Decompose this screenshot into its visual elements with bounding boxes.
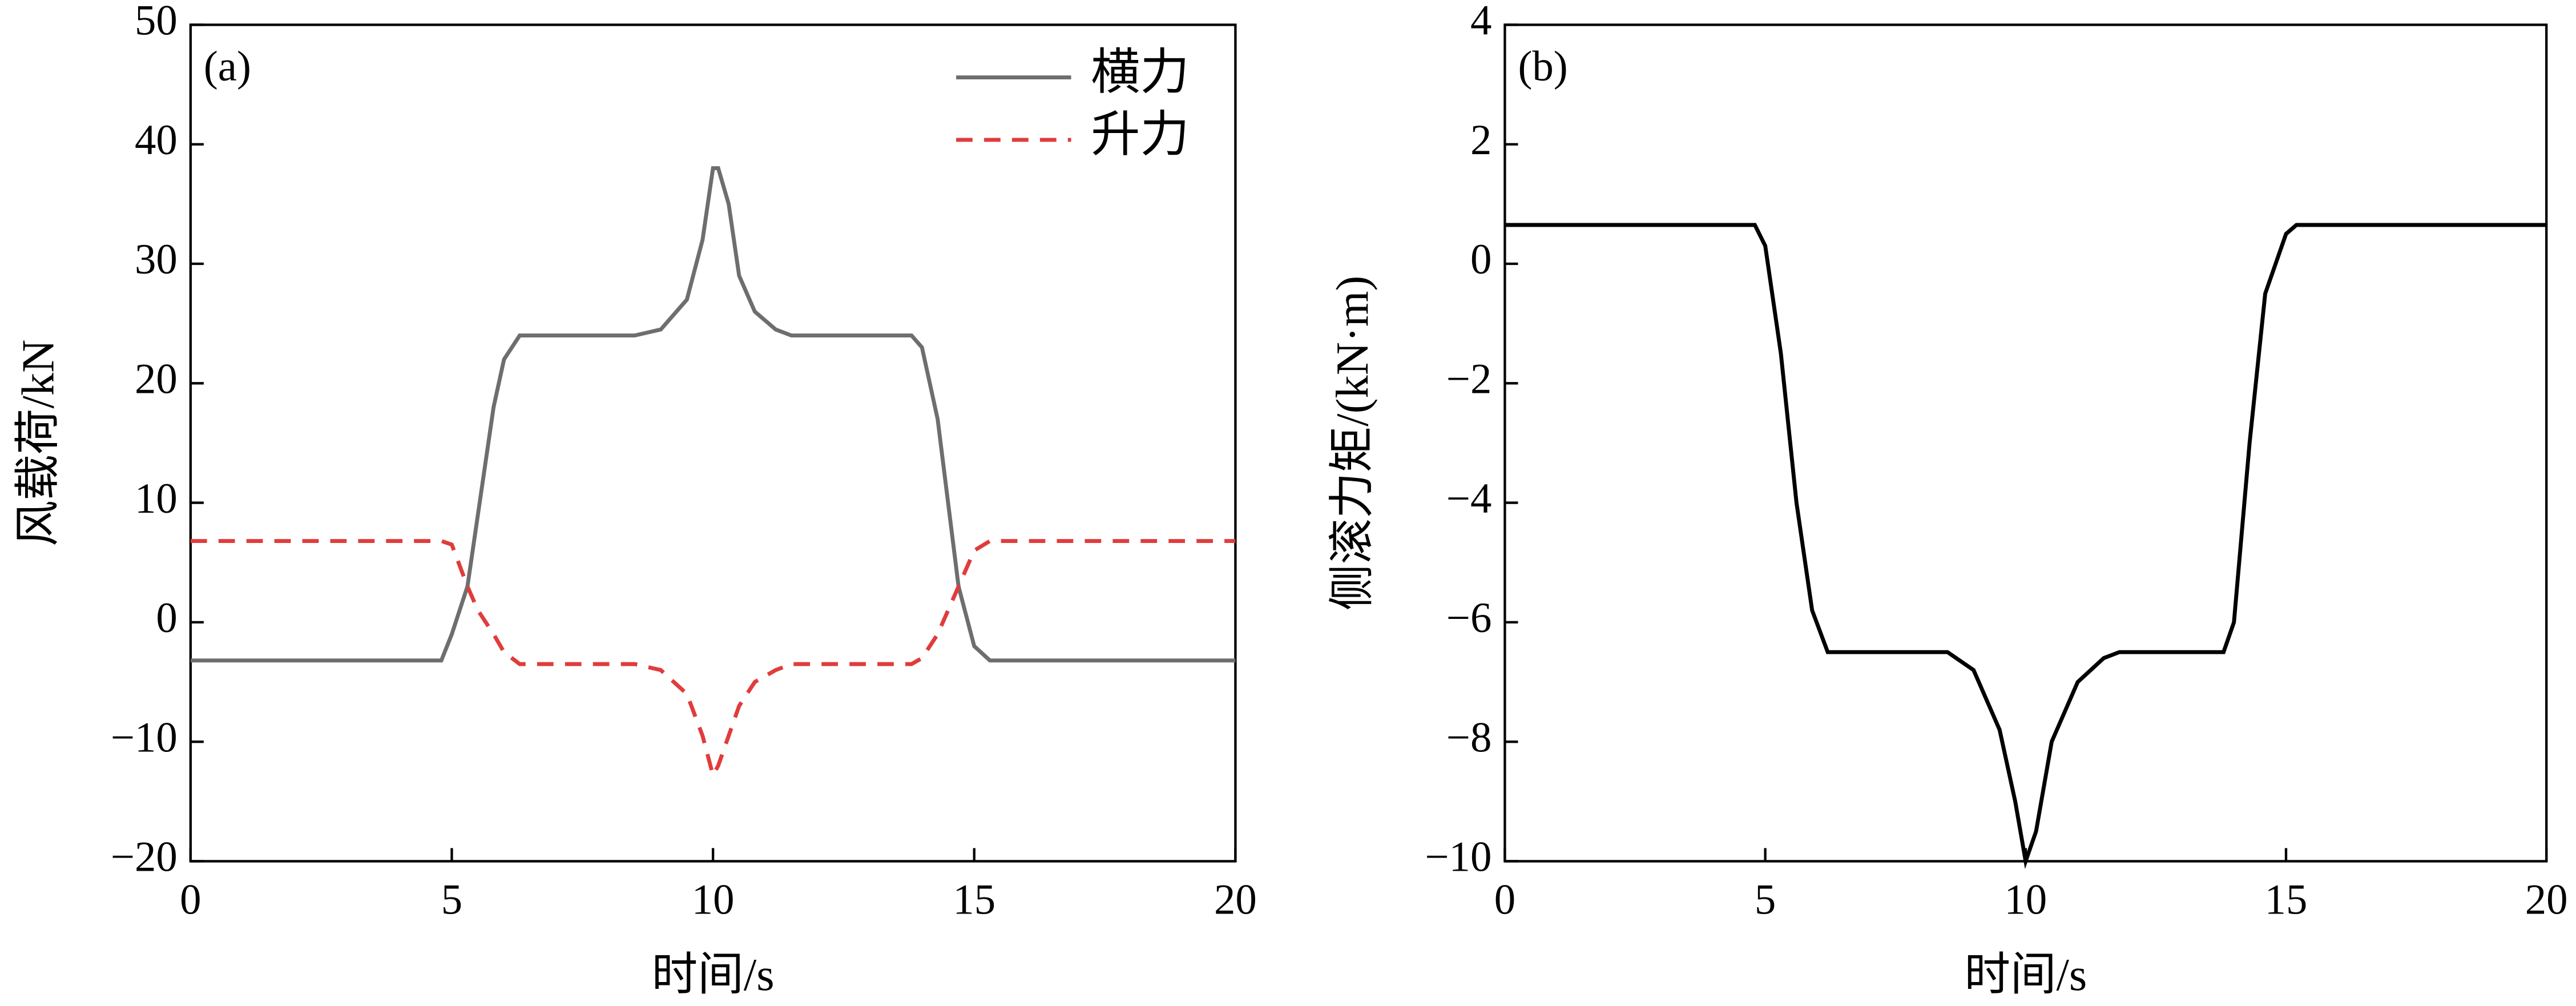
y-tick-label: −10: [111, 714, 178, 761]
series-line: [1505, 223, 2547, 870]
y-tick-label: −6: [1446, 594, 1492, 642]
y-tick-label: 0: [1470, 236, 1491, 283]
y-tick-label: −10: [1425, 834, 1491, 881]
panel-label: (a): [204, 43, 251, 90]
x-axis-label: 时间/s: [652, 949, 775, 1000]
plot-frame: [1503, 23, 2548, 863]
y-tick-label: 50: [135, 0, 178, 45]
x-tick-label: 5: [1755, 876, 1776, 923]
y-tick-label: 4: [1470, 0, 1491, 45]
x-tick-label: 15: [953, 876, 995, 923]
x-tick-label: 5: [441, 876, 462, 923]
y-tick-label: −2: [1446, 355, 1492, 403]
x-tick-label: 15: [2265, 876, 2308, 923]
y-tick-label: 10: [135, 475, 178, 522]
legend-label: 横力: [1091, 45, 1190, 99]
x-tick-label: 20: [2525, 876, 2568, 923]
y-tick-label: −4: [1446, 475, 1492, 522]
y-tick-label: 20: [135, 355, 178, 403]
x-tick-label: 0: [180, 876, 201, 923]
x-tick-label: 10: [692, 876, 735, 923]
y-tick-label: 40: [135, 116, 178, 164]
y-tick-label: −8: [1446, 714, 1492, 761]
y-tick-label: 0: [156, 594, 177, 642]
x-tick-label: 20: [1214, 876, 1257, 923]
y-axis-label: 侧滚力矩/(kN·m): [1327, 276, 1378, 610]
y-tick-label: 2: [1470, 116, 1491, 164]
series-line: [190, 539, 1236, 781]
x-tick-label: 0: [1494, 876, 1515, 923]
panel-label: (b): [1518, 43, 1567, 90]
y-tick-label: −20: [111, 834, 178, 881]
y-axis-label: 风载荷/kN: [13, 340, 63, 547]
x-axis-label: 时间/s: [1964, 949, 2087, 1000]
x-tick-label: 10: [2004, 876, 2047, 923]
legend-label: 升力: [1091, 107, 1190, 162]
y-tick-label: 30: [135, 236, 178, 283]
series-line: [190, 166, 1236, 663]
plot-frame: [189, 23, 1237, 863]
